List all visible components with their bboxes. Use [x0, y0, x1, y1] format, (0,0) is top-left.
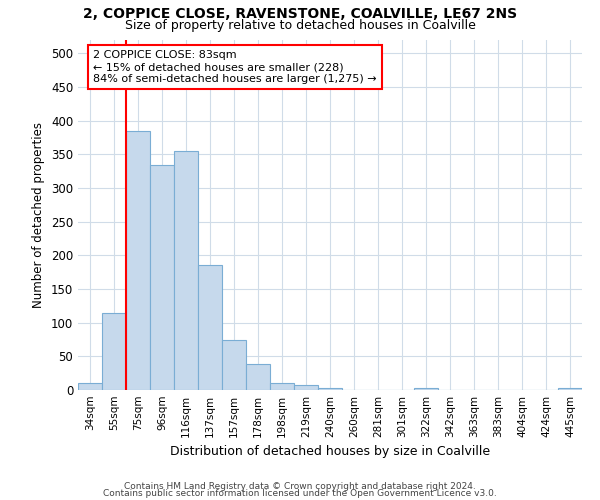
Bar — [222, 340, 246, 390]
Bar — [270, 384, 294, 390]
Bar — [174, 151, 198, 390]
Text: Contains public sector information licensed under the Open Government Licence v3: Contains public sector information licen… — [103, 489, 497, 498]
X-axis label: Distribution of detached houses by size in Coalville: Distribution of detached houses by size … — [170, 446, 490, 458]
Bar — [198, 266, 222, 390]
Y-axis label: Number of detached properties: Number of detached properties — [32, 122, 46, 308]
Bar — [294, 386, 318, 390]
Bar — [246, 364, 270, 390]
Text: 2 COPPICE CLOSE: 83sqm
← 15% of detached houses are smaller (228)
84% of semi-de: 2 COPPICE CLOSE: 83sqm ← 15% of detached… — [93, 50, 377, 84]
Text: Contains HM Land Registry data © Crown copyright and database right 2024.: Contains HM Land Registry data © Crown c… — [124, 482, 476, 491]
Bar — [558, 388, 582, 390]
Bar — [414, 388, 438, 390]
Bar — [126, 131, 150, 390]
Bar — [318, 388, 342, 390]
Bar — [78, 384, 102, 390]
Bar — [150, 164, 174, 390]
Text: 2, COPPICE CLOSE, RAVENSTONE, COALVILLE, LE67 2NS: 2, COPPICE CLOSE, RAVENSTONE, COALVILLE,… — [83, 8, 517, 22]
Text: Size of property relative to detached houses in Coalville: Size of property relative to detached ho… — [125, 19, 475, 32]
Bar — [102, 312, 126, 390]
